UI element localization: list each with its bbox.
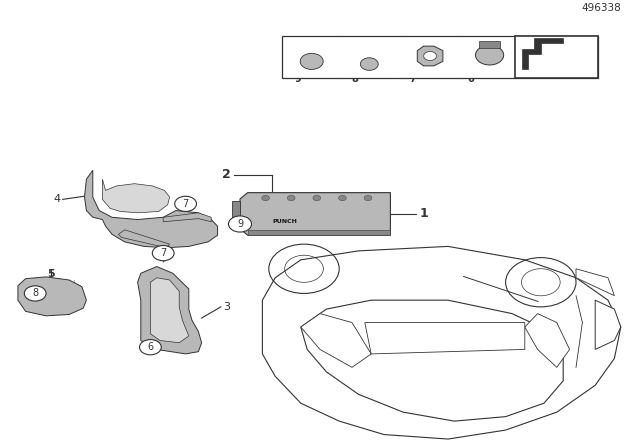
Circle shape <box>300 53 323 69</box>
Circle shape <box>287 195 295 201</box>
Polygon shape <box>232 201 240 227</box>
Text: 6: 6 <box>147 342 154 352</box>
Polygon shape <box>522 38 563 69</box>
Circle shape <box>424 52 436 60</box>
Polygon shape <box>525 314 570 367</box>
Polygon shape <box>595 300 621 349</box>
Text: 7: 7 <box>410 74 416 84</box>
Text: 1: 1 <box>419 207 428 220</box>
Text: 4: 4 <box>54 194 61 204</box>
Polygon shape <box>240 193 390 235</box>
Text: 5: 5 <box>47 269 55 279</box>
FancyBboxPatch shape <box>515 36 598 78</box>
Text: 8: 8 <box>32 289 38 298</box>
Text: PUNCH: PUNCH <box>272 219 297 224</box>
FancyBboxPatch shape <box>479 41 500 48</box>
Circle shape <box>360 58 378 70</box>
Circle shape <box>313 195 321 201</box>
Polygon shape <box>18 277 86 316</box>
Circle shape <box>24 286 46 301</box>
Text: 9: 9 <box>294 74 301 84</box>
Circle shape <box>339 195 346 201</box>
Text: 3: 3 <box>223 302 230 312</box>
Circle shape <box>175 196 196 211</box>
Text: 7: 7 <box>182 199 189 209</box>
Polygon shape <box>365 323 525 354</box>
Circle shape <box>364 195 372 201</box>
Polygon shape <box>84 170 218 248</box>
Circle shape <box>228 216 252 232</box>
Polygon shape <box>301 314 371 367</box>
Polygon shape <box>150 278 189 343</box>
Text: 2: 2 <box>221 168 230 181</box>
Polygon shape <box>138 267 202 354</box>
Polygon shape <box>576 269 614 296</box>
Text: 9: 9 <box>237 219 243 229</box>
Circle shape <box>262 195 269 201</box>
Circle shape <box>476 45 504 65</box>
Polygon shape <box>417 46 443 66</box>
Text: 7: 7 <box>160 248 166 258</box>
FancyBboxPatch shape <box>282 36 598 78</box>
Text: 8: 8 <box>352 74 358 84</box>
Polygon shape <box>118 230 170 248</box>
Polygon shape <box>102 179 170 213</box>
Polygon shape <box>163 213 211 222</box>
Polygon shape <box>248 230 390 235</box>
Text: 496338: 496338 <box>581 4 621 13</box>
Polygon shape <box>301 300 563 421</box>
Text: 6: 6 <box>467 74 474 84</box>
Circle shape <box>152 246 174 261</box>
Polygon shape <box>262 246 621 439</box>
Circle shape <box>140 340 161 355</box>
